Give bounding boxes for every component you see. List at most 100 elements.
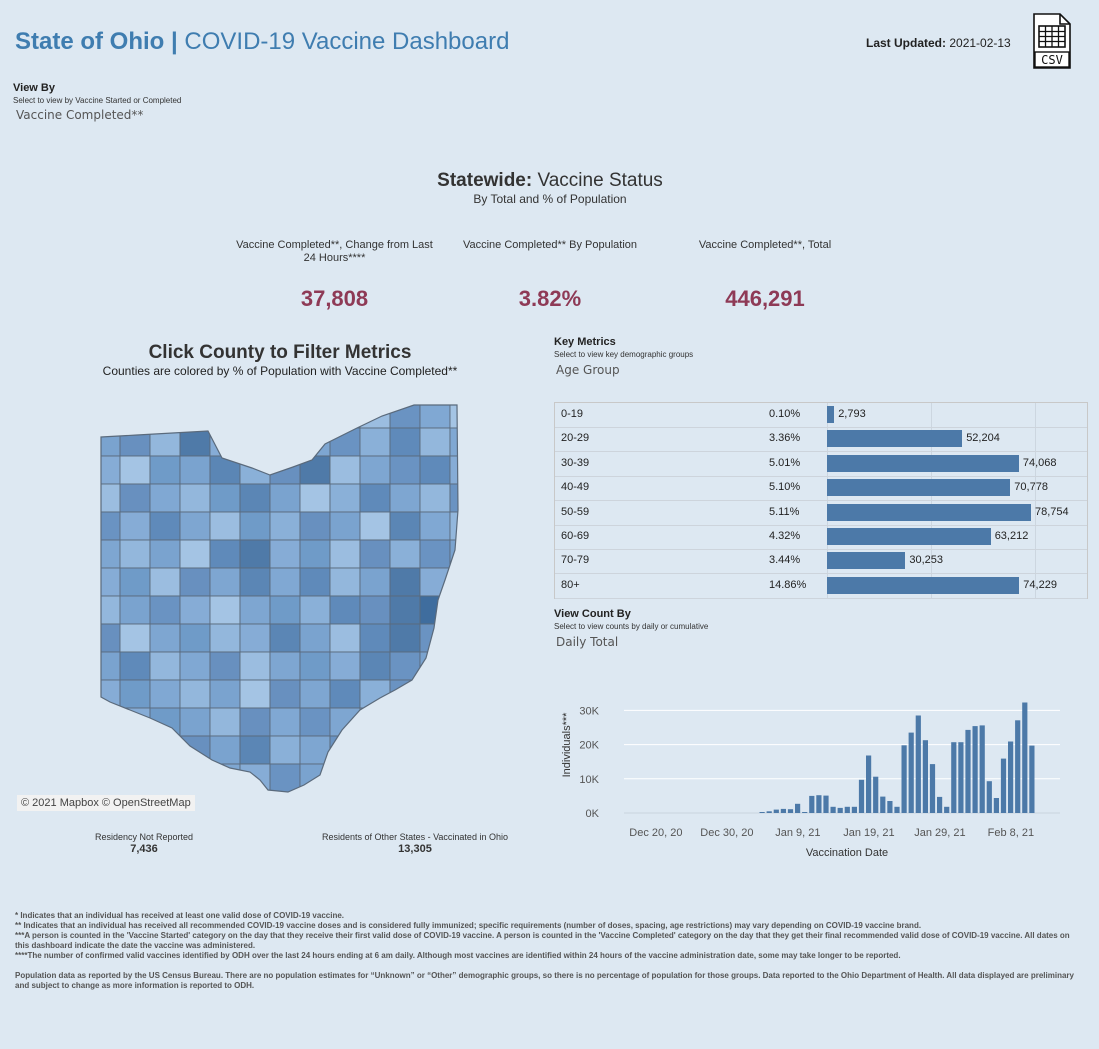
daily-bar[interactable] [944,806,950,813]
daily-bar[interactable] [922,740,928,813]
daily-bar[interactable] [844,806,850,813]
y-tick-label: 10K [579,774,599,786]
daily-bar[interactable] [837,807,843,813]
daily-bar[interactable] [830,806,836,813]
age-label: 70-79 [561,554,590,567]
csv-label: CSV [1041,53,1063,67]
ohio-outline [100,404,459,793]
daily-bar[interactable] [816,795,822,813]
age-row[interactable]: 40-49 5.10% 70,778 [555,476,1087,502]
age-bar[interactable] [827,406,835,423]
footnote-3: ***A person is counted in the 'Vaccine S… [15,931,1070,950]
daily-bar[interactable] [858,779,865,813]
map-title: Click County to Filter Metrics [148,342,412,363]
daily-bar[interactable] [915,715,921,814]
daily-bar[interactable] [908,732,914,813]
x-tick-label: Jan 29, 21 [914,827,965,839]
daily-bar[interactable] [823,795,829,813]
footnote-4: ****The number of confirmed valid vaccin… [15,951,901,960]
age-group-table: 0-19 0.10% 2,793 20-29 3.36% 52,204 30-39 5.01%… [554,402,1088,599]
age-bar[interactable] [827,576,1020,594]
age-bar[interactable] [827,503,1031,521]
view-count-title: View Count By [554,608,631,620]
age-count: 70,778 [1014,481,1048,494]
daily-bar[interactable] [787,809,794,813]
y-tick-label: 30K [579,705,599,717]
age-row[interactable]: 50-59 5.11% 78,754 [555,501,1087,526]
daily-bar[interactable] [773,809,779,813]
age-row[interactable]: 70-79 3.44% 30,253 [555,549,1087,575]
residency-not-reported-value: 7,436 [130,843,158,855]
x-tick-label: Dec 30, 20 [700,827,753,839]
key-metrics-select[interactable]: Age Group [556,363,620,377]
daily-bar[interactable] [880,796,886,813]
age-bar[interactable] [827,552,906,570]
view-by-select[interactable]: Vaccine Completed** [16,108,144,122]
x-tick-label: Feb 8, 21 [988,827,1034,839]
view-count-subtitle: Select to view counts by daily or cumula… [554,622,709,631]
age-count: 74,229 [1023,578,1057,591]
age-bar[interactable] [827,479,1011,497]
daily-bar[interactable] [929,764,936,813]
kpi-change-value: 37,808 [300,286,369,311]
y-tick-label: 20K [579,740,599,752]
daily-bar[interactable] [1022,702,1028,814]
statewide-title-bold: Statewide: [437,170,533,191]
daily-bar[interactable] [1000,758,1007,813]
daily-bar[interactable] [873,776,879,813]
age-bar[interactable] [827,528,991,545]
daily-bar[interactable] [986,781,992,813]
ohio-county-map[interactable] [90,400,470,800]
page-title: State of Ohio | COVID-19 Vaccine Dashboa… [15,28,509,56]
age-percent: 3.36% [769,432,801,445]
age-bar[interactable] [827,454,1019,472]
age-percent: 14.86% [769,578,807,591]
county-shapes[interactable] [90,400,470,800]
daily-bar[interactable] [937,796,943,813]
footnote-population: Population data as reported by the US Ce… [15,971,1074,990]
daily-bar[interactable] [972,726,978,813]
daily-bar[interactable] [851,806,857,813]
daily-bar[interactable] [1008,741,1014,814]
key-metrics-title: Key Metrics [554,336,616,348]
daily-bar[interactable] [951,742,957,813]
view-count-select[interactable]: Daily Total [556,635,619,649]
daily-bar[interactable] [958,742,964,813]
age-row[interactable]: 0-19 0.10% 2,793 [555,403,1087,428]
age-row[interactable]: 30-39 5.01% 74,068 [555,452,1087,477]
age-row[interactable]: 20-29 3.36% 52,204 [555,427,1087,453]
x-tick-label: Jan 9, 21 [775,827,820,839]
out-of-state-value: 13,305 [398,843,432,855]
age-row[interactable]: 60-69 4.32% 63,212 [555,525,1087,550]
map-attribution[interactable]: © 2021 Mapbox © OpenStreetMap [17,795,195,811]
daily-bar[interactable] [759,812,765,813]
view-by-title: View By [13,82,55,94]
age-count: 30,253 [909,554,944,567]
daily-bar[interactable] [887,801,893,813]
footnote-1: * Indicates that an individual has recei… [15,911,344,920]
daily-bar[interactable] [809,795,815,813]
daily-bar[interactable] [979,725,985,813]
daily-bar[interactable] [766,811,772,813]
daily-bar[interactable] [1029,745,1035,813]
daily-bar[interactable] [866,755,872,814]
age-row[interactable]: 80+ 14.86% 74,229 [555,574,1087,599]
daily-bar[interactable] [780,808,786,813]
daily-bar[interactable] [802,812,808,813]
daily-vaccination-chart: 0K 10K 20K 30K Dec 20, 20 Dec 30, 20 Jan 9, 21… [561,702,1060,859]
age-label: 20-29 [561,432,590,445]
view-by-subtitle: Select to view by Vaccine Started or Com… [13,96,182,105]
daily-bar[interactable] [795,803,801,813]
kpi-total-value: 446,291 [725,286,805,311]
daily-bar[interactable] [901,745,907,813]
daily-bar[interactable] [894,806,900,813]
daily-bar[interactable] [1015,720,1021,813]
csv-download-icon[interactable]: CSV [1033,13,1071,69]
kpi-population-label: Vaccine Completed** By Population [462,239,638,251]
residency-not-reported-label: Residency Not Reported [94,832,194,842]
age-count: 52,204 [966,432,1000,445]
age-bar[interactable] [827,430,963,448]
age-percent: 5.10% [769,481,801,494]
daily-bar[interactable] [965,729,971,813]
daily-bar[interactable] [993,798,999,813]
